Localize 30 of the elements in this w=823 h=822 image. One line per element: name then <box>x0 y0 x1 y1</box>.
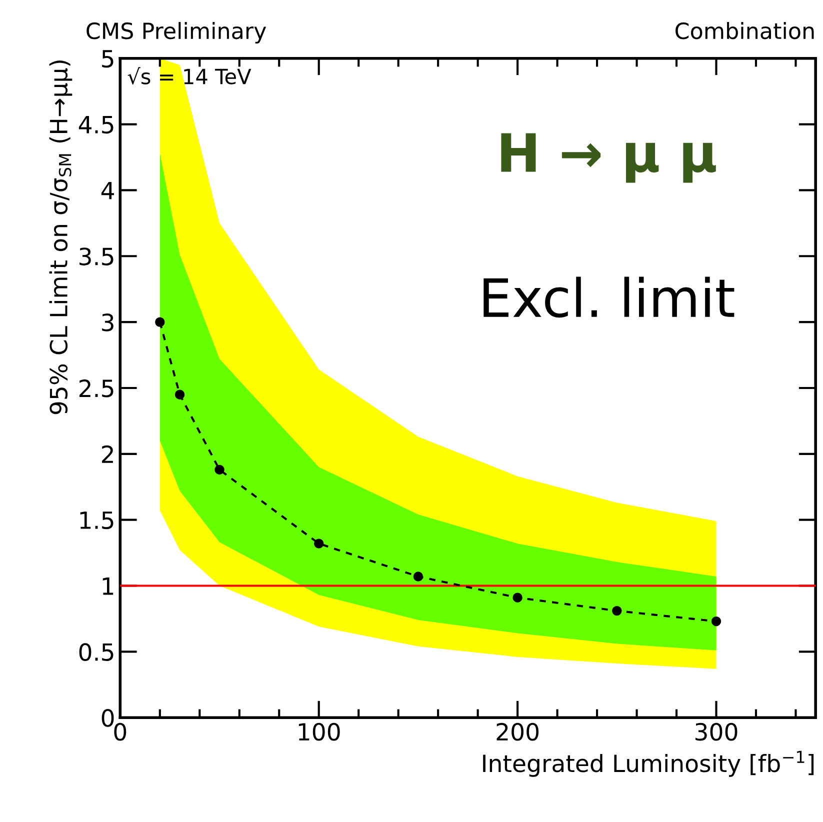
point <box>155 317 165 327</box>
y-tick-label: 2 <box>102 445 113 463</box>
y-tick-label: 0.5 <box>79 643 114 661</box>
annotation: √s = 14 TeV <box>128 67 252 84</box>
y-tick-label: 3 <box>102 314 114 332</box>
point <box>413 572 424 582</box>
chart-title: CMS Preliminary <box>86 22 266 44</box>
y-tick-label: 4 <box>101 182 114 200</box>
point <box>612 606 622 616</box>
x-tick-label: 200 <box>496 722 539 741</box>
y-tick-label: 0 <box>102 709 114 727</box>
y-tick-label: 4.5 <box>78 116 114 134</box>
point <box>214 464 224 475</box>
point <box>174 390 185 400</box>
x-tick-label: 100 <box>298 722 340 741</box>
y-axis-title: 95% CL Limit on σ/σ$_{SM}$ (H→μμ) <box>49 60 72 414</box>
y-tick-label: 5 <box>102 50 114 68</box>
y-tick-label: 2.5 <box>79 379 114 398</box>
x-axis-title: Integrated Luminosity [fb$^{−1}$] <box>483 750 814 777</box>
y-tick-label: 3.5 <box>80 248 114 266</box>
y-tick-label: 1 <box>102 578 114 595</box>
point <box>512 592 522 602</box>
annotation: Excl. limit <box>484 276 734 318</box>
annotation: H → μ μ <box>501 133 716 183</box>
y-tick-label: 1.5 <box>80 512 114 530</box>
x-tick-label: 0 <box>114 722 126 741</box>
x-tick-label: 300 <box>696 722 738 741</box>
chart-subtitle: Combination <box>676 22 814 40</box>
point <box>314 538 324 548</box>
point <box>711 616 722 626</box>
